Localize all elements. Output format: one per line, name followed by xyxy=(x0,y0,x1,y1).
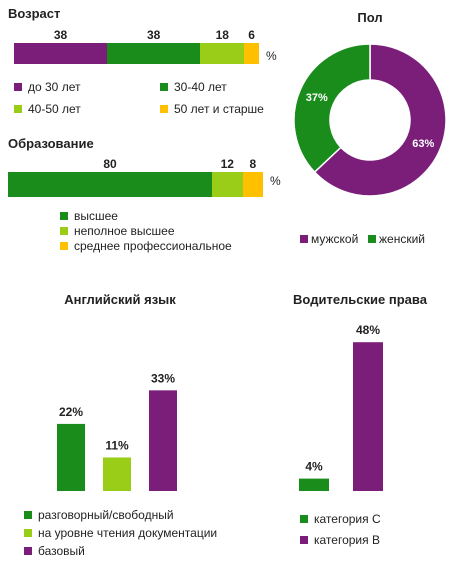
age-bar-segment-0 xyxy=(14,43,108,64)
english-legend-item-0: разговорный/свободный xyxy=(24,508,174,522)
education-legend-item-1: неполное высшее xyxy=(60,224,175,238)
license-legend-item-0: категория С xyxy=(300,512,381,526)
gender-legend-label-0: мужской xyxy=(311,232,359,246)
education-legend-item-2: среднее профессиональное xyxy=(60,239,232,253)
education-value-label-0: 80 xyxy=(103,157,117,171)
gender-legend-label-1: женский xyxy=(379,232,425,246)
age-legend-label-0: до 30 лет xyxy=(28,80,81,94)
education-bar-segment-0 xyxy=(8,172,212,197)
english-legend-swatch-1 xyxy=(24,529,32,537)
age-legend-swatch-2 xyxy=(14,105,22,113)
english-bar-label-1: 11% xyxy=(105,438,129,452)
english-legend-label-1: на уровне чтения документации xyxy=(38,526,218,540)
education-chart-title: Образование xyxy=(8,136,94,151)
license-legend-label-0: категория С xyxy=(314,512,381,526)
license-legend-item-1: категория В xyxy=(300,533,380,547)
license-chart-title: Водительские права xyxy=(293,292,427,307)
age-legend-label-1: 30-40 лет xyxy=(174,80,227,94)
age-legend-swatch-0 xyxy=(14,83,22,91)
english-bar-2 xyxy=(149,390,177,491)
education-legend-label-1: неполное высшее xyxy=(74,224,175,238)
education-legend-swatch-1 xyxy=(60,227,68,235)
age-chart-title: Возраст xyxy=(8,6,61,21)
license-legend-swatch-0 xyxy=(300,515,308,523)
age-legend-item-0: до 30 лет xyxy=(14,80,80,94)
license-bar-1 xyxy=(353,342,383,491)
gender-donut-label-0: 63% xyxy=(412,138,434,150)
education-percent-unit: % xyxy=(270,174,281,188)
age-value-label-1: 38 xyxy=(146,28,161,42)
english-legend-item-1: на уровне чтения документации xyxy=(24,526,217,540)
age-value-label-2: 18 xyxy=(215,28,229,42)
education-legend-label-2: среднее профессиональное xyxy=(74,239,232,253)
gender-donut-label-1: 37% xyxy=(306,92,328,104)
age-value-label-3: 6 xyxy=(248,28,255,42)
english-legend-label-2: базовый xyxy=(38,544,85,558)
age-legend-item-3: 50 лет и старше xyxy=(160,102,264,116)
age-bar-segment-1 xyxy=(107,43,201,64)
english-legend-swatch-0 xyxy=(24,511,32,519)
english-legend-swatch-2 xyxy=(24,547,32,555)
gender-chart-title: Пол xyxy=(357,10,383,25)
gender-legend-swatch-0 xyxy=(300,235,308,243)
license-bar-label-1: 48% xyxy=(356,323,380,337)
education-legend-swatch-0 xyxy=(60,212,68,220)
english-bar-chart: 22% 11% 33% xyxy=(57,371,177,491)
gender-legend-swatch-1 xyxy=(368,235,376,243)
gender-legend-item-0: мужской xyxy=(300,232,358,246)
license-bar-label-0: 4% xyxy=(305,460,323,474)
education-legend-item-0: высшее xyxy=(60,209,118,223)
age-legend-label-3: 50 лет и старше xyxy=(174,102,264,116)
age-value-label-0: 38 xyxy=(53,28,68,42)
age-legend-swatch-3 xyxy=(160,105,168,113)
english-bar-label-2: 33% xyxy=(151,371,175,385)
education-legend-label-0: высшее xyxy=(74,209,118,223)
gender-donut-slice-1 xyxy=(293,43,371,174)
english-legend-label-0: разговорный/свободный xyxy=(38,508,174,522)
english-legend-item-2: базовый xyxy=(24,544,85,558)
english-chart-title: Английский язык xyxy=(64,292,176,307)
english-bar-label-0: 22% xyxy=(59,405,83,419)
english-bar-0 xyxy=(57,423,85,491)
age-bar-segment-2 xyxy=(200,43,245,64)
license-bar-chart: 4% 48% xyxy=(299,323,383,491)
age-legend-swatch-1 xyxy=(160,83,168,91)
gender-donut-chart: 63% 37% xyxy=(293,43,447,197)
english-bar-1 xyxy=(103,457,131,491)
license-legend-label-1: категория В xyxy=(314,533,380,547)
education-bar-segment-2 xyxy=(242,172,263,197)
age-bar-segment-3 xyxy=(244,43,259,64)
education-value-label-1: 12 xyxy=(220,157,234,171)
age-legend-label-2: 40-50 лет xyxy=(28,102,81,116)
education-bar-segment-1 xyxy=(212,172,243,197)
age-legend-item-2: 40-50 лет xyxy=(14,102,81,116)
education-value-label-2: 8 xyxy=(249,157,257,171)
gender-donut-slice-0 xyxy=(313,43,447,197)
license-legend-swatch-1 xyxy=(300,536,308,544)
age-percent-unit: % xyxy=(266,49,277,63)
age-legend-item-1: 30-40 лет xyxy=(160,80,227,94)
license-bar-0 xyxy=(299,478,329,491)
gender-legend-item-1: женский xyxy=(368,232,425,246)
education-legend-swatch-2 xyxy=(60,242,68,250)
